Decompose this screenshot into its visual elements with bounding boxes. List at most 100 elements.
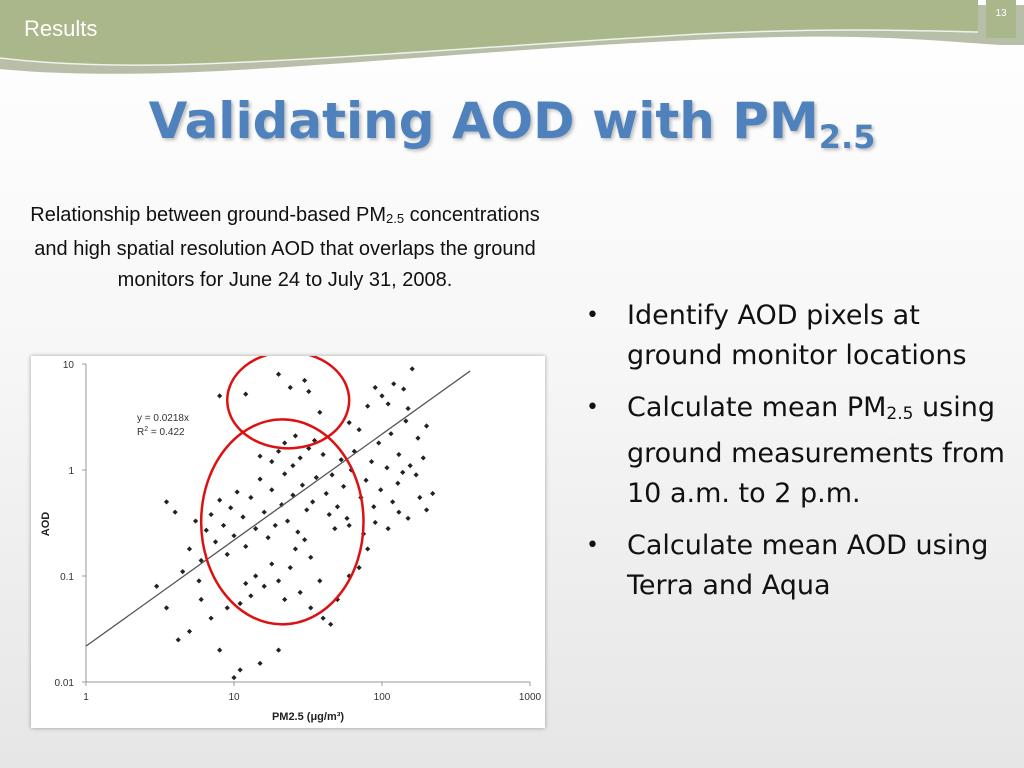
data-point — [430, 490, 436, 497]
r2-value: = 0.422 — [148, 427, 185, 438]
trendline-equation: y = 0.0218x — [137, 413, 189, 424]
data-point — [376, 440, 382, 446]
data-point — [334, 504, 341, 510]
data-point — [320, 451, 326, 458]
data-point — [212, 539, 219, 545]
data-point — [365, 546, 371, 552]
chart-panel: 1 10 100 1000 0.01 0.1 1 10 y = 0.0218x R2 = 0.… — [31, 350, 545, 728]
page-number-box — [986, 0, 1016, 38]
data-point — [192, 518, 199, 524]
data-point — [385, 401, 391, 407]
data-point — [248, 593, 254, 599]
data-point — [228, 505, 234, 511]
data-point — [203, 527, 209, 533]
highlight-circles — [199, 350, 365, 626]
bullet-marker: • — [586, 395, 599, 420]
data-point — [243, 580, 249, 587]
caption-subscript: 2.5 — [386, 211, 405, 226]
data-point — [396, 451, 402, 458]
x-axis-label: PM2.5 (μg/m³) — [272, 711, 344, 723]
y-tick-label: 0.01 — [55, 678, 75, 689]
data-point — [346, 522, 352, 529]
data-point — [172, 509, 178, 515]
bullet-item: • Calculate mean PM2.5 using ground measu… — [586, 388, 1006, 514]
data-point — [231, 533, 237, 539]
data-point — [180, 569, 186, 575]
data-point — [405, 405, 411, 412]
data-point — [163, 499, 170, 505]
y-tick-label: 0.1 — [60, 572, 74, 583]
data-point — [363, 477, 369, 483]
y-axis-label: AOD — [40, 512, 52, 537]
data-point — [326, 511, 332, 518]
data-point — [295, 529, 301, 535]
data-point — [340, 483, 347, 490]
slide-title-subscript: 2.5 — [818, 118, 876, 156]
data-point — [297, 589, 303, 596]
data-point — [368, 459, 375, 465]
data-point — [248, 494, 254, 501]
data-point — [261, 583, 267, 589]
data-point — [253, 573, 259, 579]
data-point — [403, 418, 409, 424]
data-point — [423, 423, 430, 429]
data-point — [269, 487, 275, 493]
y-tick-label: 1 — [68, 466, 74, 477]
data-point — [261, 509, 267, 515]
data-point — [196, 578, 202, 584]
data-point — [329, 472, 335, 478]
data-point — [390, 499, 396, 505]
highlight-circle — [199, 418, 365, 626]
data-point — [356, 427, 362, 433]
data-point — [302, 537, 308, 543]
data-point — [287, 384, 293, 391]
data-point — [338, 457, 344, 463]
data-point — [395, 480, 401, 486]
scatter-chart: 1 10 100 1000 0.01 0.1 1 10 y = 0.0218x R2 = 0.… — [40, 350, 542, 723]
x-tick-label: 100 — [374, 692, 391, 703]
data-point — [420, 455, 426, 461]
bullet-subscript: 2.5 — [886, 404, 914, 424]
r2-label: R — [137, 427, 144, 438]
bullet-text: Calculate mean AOD using Terra and Aqua — [627, 530, 989, 601]
data-point — [224, 551, 230, 557]
data-point — [344, 515, 350, 521]
x-tick-label: 1 — [83, 692, 89, 703]
section-label: Results — [24, 16, 98, 41]
data-point — [279, 502, 285, 508]
data-point — [237, 667, 243, 673]
data-point — [217, 647, 223, 653]
data-point — [217, 393, 223, 399]
data-point — [396, 509, 402, 515]
data-point — [290, 463, 296, 469]
data-point — [217, 497, 223, 503]
data-point — [328, 621, 334, 627]
bullet-marker: • — [586, 533, 599, 558]
caption-rest: concentrations and high spatial resoluti… — [34, 204, 540, 291]
data-point — [310, 499, 316, 505]
slide-title-text: Validating AOD with PM — [148, 92, 819, 150]
bullet-text: Calculate mean PM — [627, 392, 887, 423]
data-point — [269, 561, 275, 567]
data-point — [302, 377, 308, 384]
data-point — [401, 386, 407, 392]
trendline — [85, 370, 471, 647]
highlight-circle — [225, 350, 351, 450]
axis-ticks: 1 10 100 1000 0.01 0.1 1 10 — [55, 360, 542, 703]
data-point — [332, 526, 338, 532]
data-point — [287, 565, 293, 571]
data-point — [417, 494, 423, 501]
data-point — [224, 605, 230, 611]
header-band — [0, 0, 1024, 74]
data-point — [175, 637, 181, 643]
data-point — [292, 433, 299, 439]
slide-title: Validating AOD with PM2.5 — [0, 92, 1024, 156]
data-point — [378, 487, 384, 493]
data-point — [323, 490, 329, 497]
data-point — [371, 504, 377, 510]
data-point — [405, 515, 411, 521]
data-point — [365, 403, 371, 409]
data-point — [243, 543, 249, 550]
data-point — [198, 596, 204, 603]
bullet-text-continued: using ground measurements from 10 a.m. t… — [627, 392, 1005, 509]
